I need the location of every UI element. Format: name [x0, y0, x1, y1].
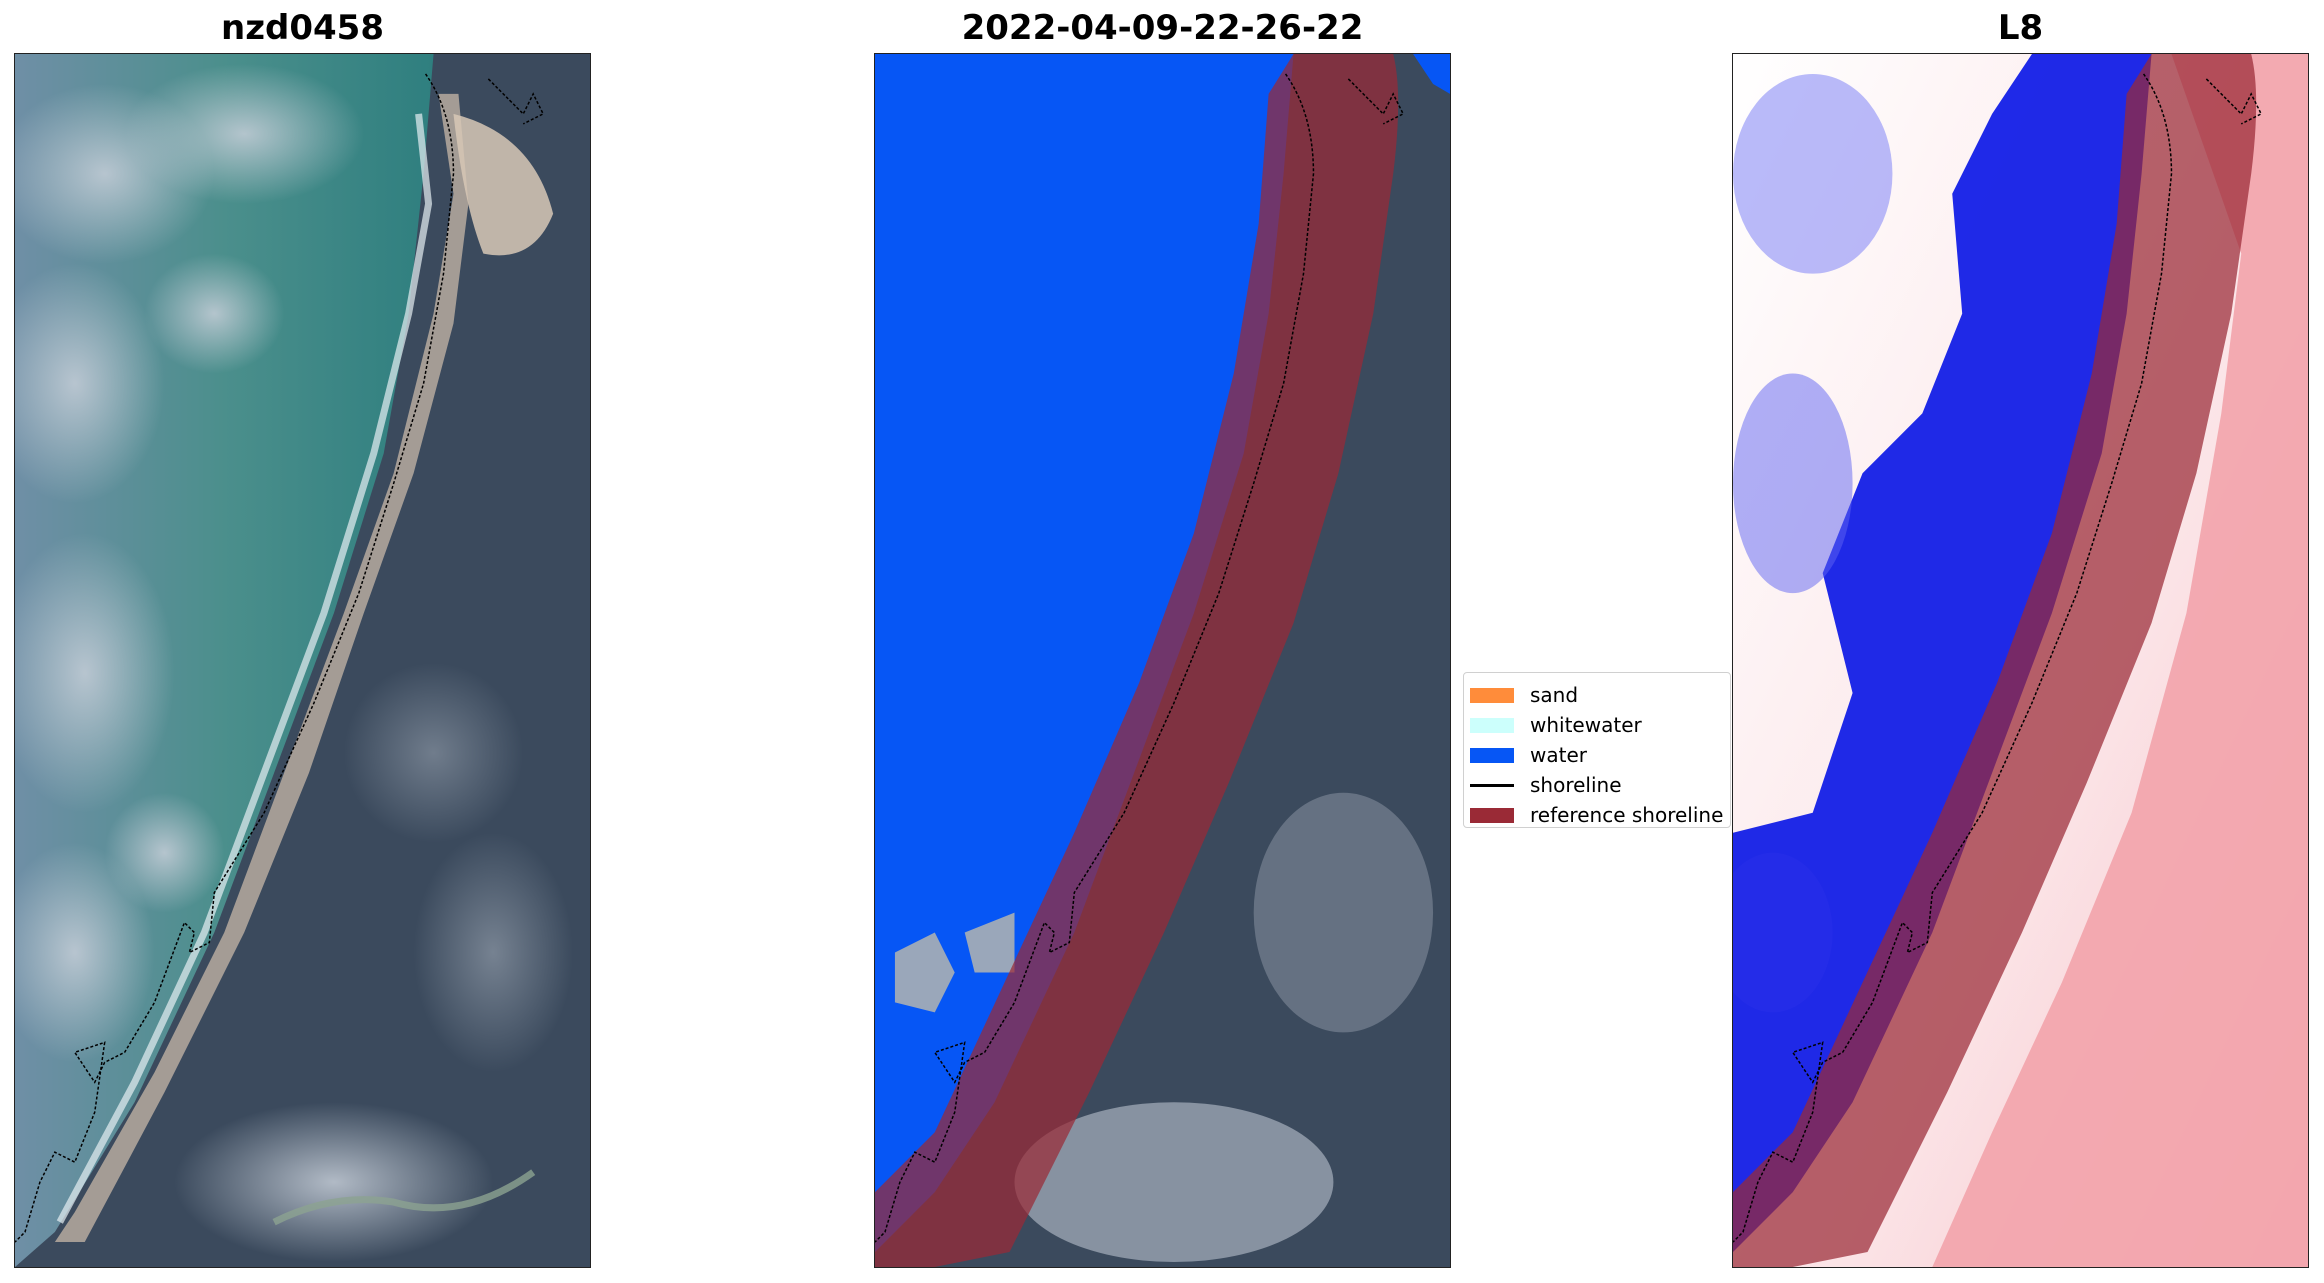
classification-panel [874, 53, 1451, 1268]
legend: sand whitewater water shoreline referenc… [1463, 672, 1731, 828]
legend-label: reference shoreline [1530, 803, 1724, 827]
panel-title-rgb: nzd0458 [221, 8, 384, 48]
legend-label: water [1530, 743, 1587, 767]
whitewater-swatch [1470, 717, 1514, 733]
rgb-image-panel [14, 53, 591, 1268]
panel-title-index: L8 [1997, 8, 2044, 48]
shoreline-line-swatch [1470, 783, 1514, 787]
shoreline-line [15, 73, 455, 1243]
sand-swatch [1470, 687, 1514, 703]
water-swatch [1470, 747, 1514, 763]
index-panel [1732, 53, 2309, 1268]
classification-image [875, 54, 1450, 1267]
legend-label: shoreline [1530, 773, 1622, 797]
legend-label: sand [1530, 683, 1579, 707]
panel-title-classification: 2022-04-09-22-26-22 [961, 8, 1364, 48]
legend-label: whitewater [1530, 713, 1642, 737]
rgb-satellite-image [15, 54, 590, 1267]
reference-shoreline-buffer [875, 54, 1399, 1267]
water-index-image [1733, 54, 2308, 1267]
reference-shoreline-swatch [1470, 807, 1514, 823]
